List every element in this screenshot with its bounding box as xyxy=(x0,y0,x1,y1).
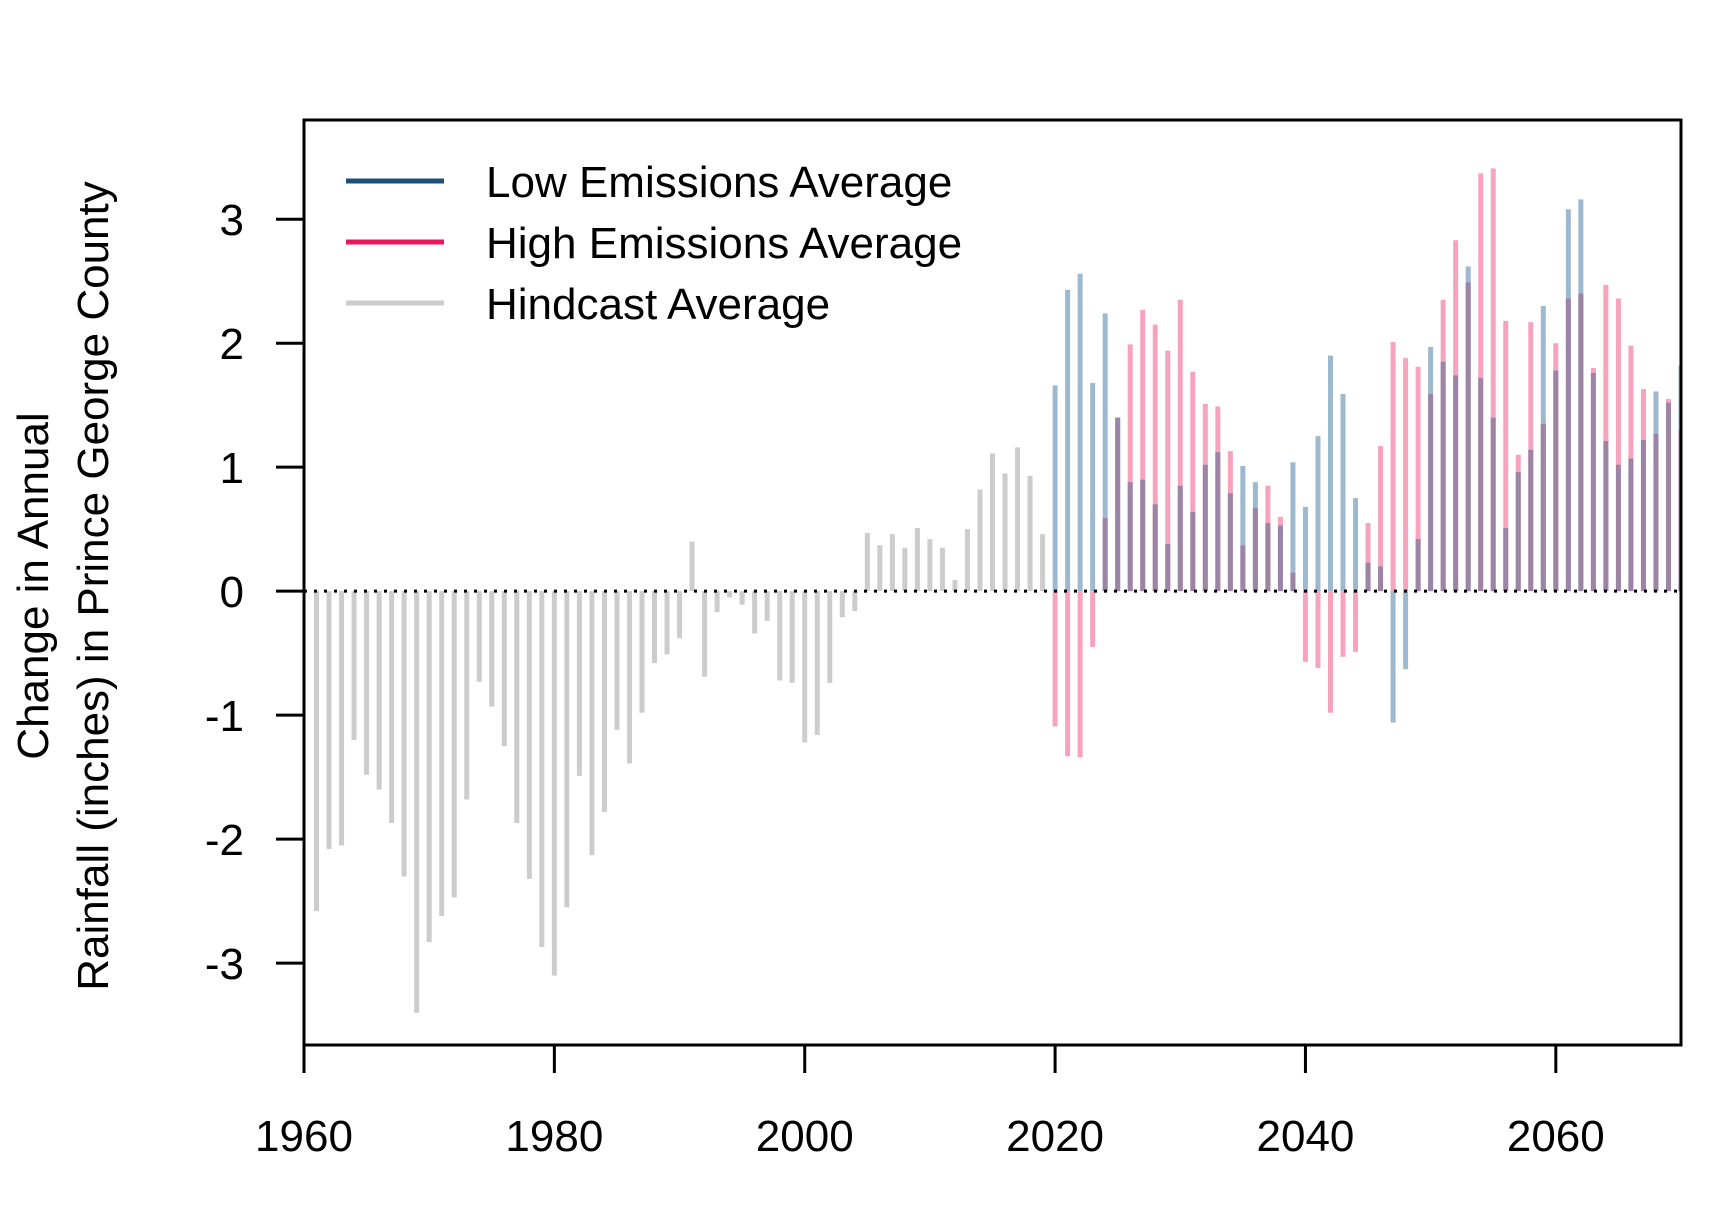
x-tick-label-2000: 2000 xyxy=(756,1112,854,1161)
legend: Low Emissions Average High Emissions Ave… xyxy=(346,158,962,329)
y-tick-label--3: -3 xyxy=(205,940,244,989)
y-tick-label--2: -2 xyxy=(205,816,244,865)
y-tick-label-0: 0 xyxy=(220,568,244,617)
legend-label-high: High Emissions Average xyxy=(486,219,962,268)
bars-layer xyxy=(314,168,1681,1013)
legend-label-hindcast: Hindcast Average xyxy=(486,280,830,329)
y-axis-title-line-2: Rainfall (inches) in Prince George Count… xyxy=(69,181,118,991)
y-tick-label-3: 3 xyxy=(220,196,244,245)
y-tick-label-2: 2 xyxy=(220,320,244,369)
x-tick-label-2020: 2020 xyxy=(1006,1112,1104,1161)
y-tick-label--1: -1 xyxy=(205,692,244,741)
x-tick-label-1960: 1960 xyxy=(255,1112,353,1161)
x-axis: 1960 1980 2000 2020 2040 2060 xyxy=(255,1043,1605,1161)
x-tick-label-2060: 2060 xyxy=(1507,1112,1605,1161)
x-tick-label-1980: 1980 xyxy=(505,1112,603,1161)
legend-label-low: Low Emissions Average xyxy=(486,158,952,207)
y-axis-title-line-1: Change in Annual xyxy=(9,412,58,759)
y-axis: -3 -2 -1 0 1 2 3 xyxy=(205,196,304,989)
x-tick-label-2040: 2040 xyxy=(1257,1112,1355,1161)
y-tick-label-1: 1 xyxy=(220,444,244,493)
